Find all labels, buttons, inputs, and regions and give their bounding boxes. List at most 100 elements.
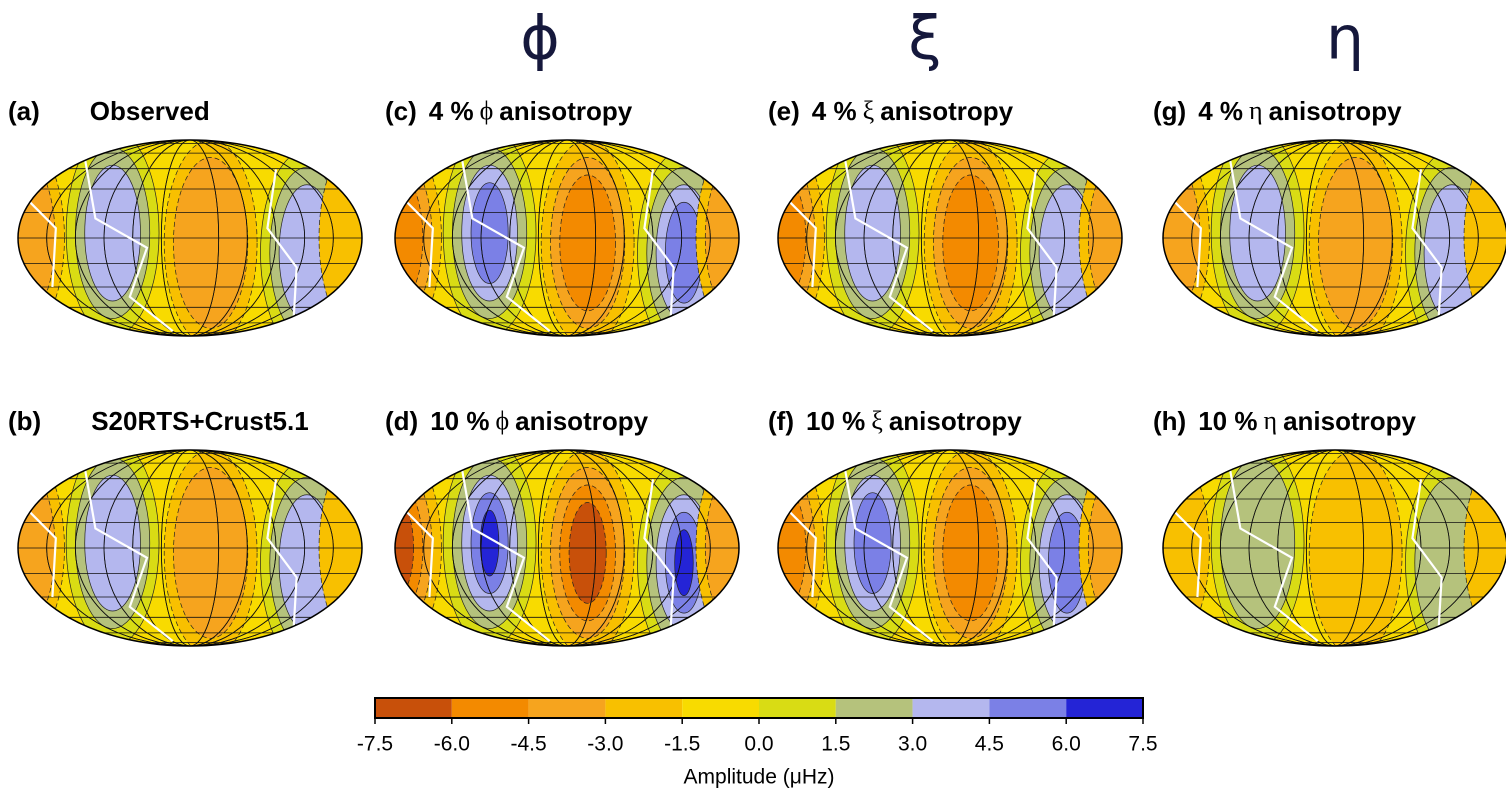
panel-title: Observed	[90, 96, 210, 126]
panel-title: anisotropy	[889, 406, 1022, 436]
panel-title: anisotropy	[1269, 96, 1402, 126]
panel-title: 10 %	[806, 406, 865, 436]
anomaly-contour	[1318, 157, 1394, 329]
panel-title: anisotropy	[880, 96, 1013, 126]
panel-title: anisotropy	[1283, 406, 1416, 436]
column-header: η	[1326, 4, 1364, 74]
panel-title: ϕ	[480, 96, 494, 125]
map	[778, 140, 1122, 336]
colorbar-tick-label: -4.5	[511, 733, 547, 756]
panel-label: (e) 4 % ξ anisotropy	[768, 96, 1014, 126]
panel-title: η	[1249, 96, 1263, 125]
panel-title: η	[1263, 406, 1277, 435]
map	[18, 140, 362, 336]
coastline	[785, 198, 817, 288]
colorbar-bin	[528, 698, 606, 718]
anomaly-contour	[470, 182, 509, 284]
column-header: ϕ	[520, 4, 560, 74]
colorbar-label: Amplitude (μHz)	[684, 766, 835, 789]
anomaly-contour	[559, 174, 616, 312]
map-border	[394, 139, 740, 337]
panel-id: (f)	[768, 406, 794, 436]
anomaly-contour	[568, 502, 607, 604]
map	[778, 450, 1122, 646]
coastline	[785, 508, 817, 598]
panel-id: (c)	[385, 96, 417, 126]
map-border	[777, 139, 1123, 337]
panel-title: 4 %	[812, 96, 857, 126]
column-header: ξ	[908, 4, 941, 74]
colorbar-bin	[989, 698, 1067, 718]
panel-title: 4 %	[1198, 96, 1243, 126]
colorbar-tick-label: 6.0	[1052, 733, 1081, 756]
anomaly-contour	[853, 492, 892, 594]
anomaly-contour	[942, 174, 999, 312]
colorbar-bin	[835, 698, 913, 718]
panel-id: (g)	[1153, 96, 1186, 126]
panel-id: (b)	[8, 406, 41, 436]
coastline	[643, 169, 675, 327]
coastline	[1026, 169, 1058, 327]
panel-title: anisotropy	[499, 96, 632, 126]
colorbar-bin	[759, 698, 836, 718]
coastline	[266, 479, 298, 637]
map-border	[17, 449, 363, 647]
panel-label: (c) 4 % ϕ anisotropy	[385, 96, 633, 126]
anomaly-contour	[173, 157, 249, 329]
map	[18, 450, 362, 646]
panel-label: (h) 10 % η anisotropy	[1153, 406, 1417, 436]
coastline	[1227, 149, 1319, 332]
colorbar-bin	[451, 698, 529, 718]
panel-title: ϕ	[495, 406, 509, 435]
panel-id: (a)	[8, 96, 40, 126]
anomaly-contour	[173, 467, 249, 639]
panel-id: (d)	[385, 406, 418, 436]
coastline	[1170, 508, 1202, 598]
map-border	[17, 139, 363, 337]
coastline	[1411, 169, 1443, 327]
colorbar-bin	[375, 698, 452, 718]
panel-title: ξ	[871, 406, 883, 435]
coastline	[1170, 198, 1202, 288]
colorbar-tick-label: 1.5	[821, 733, 850, 756]
panel-label: (g) 4 % η anisotropy	[1153, 96, 1402, 126]
colorbar-tick-label: -7.5	[357, 733, 393, 756]
colorbar-bin	[912, 698, 990, 718]
coastline	[459, 459, 551, 642]
panel-label: (d) 10 % ϕ anisotropy	[385, 406, 649, 436]
map	[395, 140, 739, 336]
coastline	[25, 508, 57, 598]
colorbar-bin	[682, 698, 759, 718]
panel-title: 4 %	[429, 96, 474, 126]
panel-title: ξ	[863, 96, 875, 125]
anomaly-contour	[942, 484, 999, 622]
coastline	[1026, 479, 1058, 637]
coastline	[459, 149, 551, 332]
colorbar-tick-label: 4.5	[975, 733, 1004, 756]
panel-title: S20RTS+Crust5.1	[91, 406, 308, 436]
panel-label: (f) 10 % ξ anisotropy	[768, 406, 1022, 436]
coastline	[402, 198, 434, 288]
map-border	[1162, 449, 1506, 647]
colorbar-tick-label: -1.5	[664, 733, 700, 756]
colorbar-bin	[1066, 698, 1143, 718]
map	[395, 450, 739, 646]
colorbar-tick-label: 3.0	[898, 733, 927, 756]
map-border	[777, 449, 1123, 647]
anomaly-contour	[674, 529, 694, 596]
colorbar-bin	[605, 698, 683, 718]
map-border	[394, 449, 740, 647]
panel-title: 10 %	[1198, 406, 1257, 436]
panel-label: (b) S20RTS+Crust5.1	[8, 406, 309, 436]
colorbar-tick-label: -6.0	[434, 733, 470, 756]
coastline	[842, 149, 934, 332]
panel-id: (e)	[768, 96, 800, 126]
coastline	[402, 508, 434, 598]
coastline	[1227, 459, 1319, 642]
map-border	[1162, 139, 1506, 337]
coastline	[266, 169, 298, 327]
colorbar-tick-label: 7.5	[1128, 733, 1157, 756]
panel-title: 10 %	[430, 406, 489, 436]
colorbar-tick-label: -3.0	[587, 733, 623, 756]
